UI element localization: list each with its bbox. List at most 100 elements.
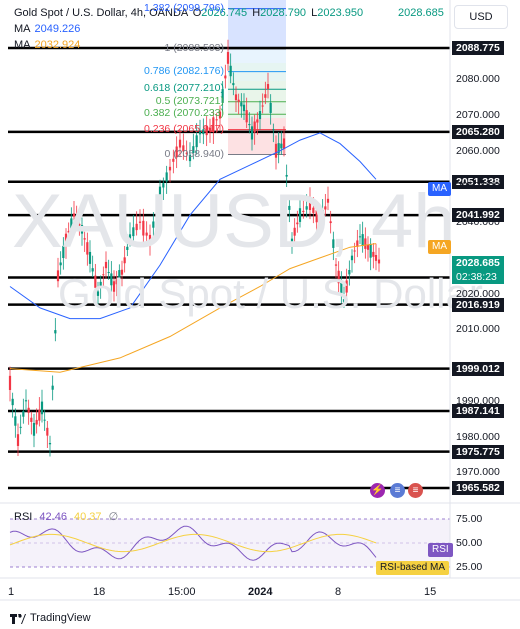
candle-body (302, 210, 305, 213)
candle-body (212, 117, 215, 132)
candle-body (337, 270, 340, 284)
candle-body (356, 240, 359, 247)
candle-body (258, 111, 262, 120)
candle-body (364, 238, 367, 249)
candle-body (22, 411, 25, 417)
candle-body (128, 234, 132, 239)
candle-body (264, 94, 267, 98)
candle-body (120, 269, 124, 275)
us-flag-icon[interactable]: ≡ (390, 483, 405, 498)
tradingview-brand: TradingView (30, 612, 91, 624)
low-label: L (311, 7, 318, 19)
candle-body (43, 419, 46, 421)
legend-symbol[interactable]: Gold Spot / U.S. Dollar, 4h, OANDA (14, 7, 188, 19)
us-flag-icon-2[interactable]: ≡ (408, 483, 423, 498)
candle-body (348, 270, 351, 275)
level-price-label: 2016.919 (452, 297, 504, 312)
price-scale-tick: 2020.000 (456, 287, 500, 300)
candle-body (86, 242, 89, 255)
price-scale-tick: 1990.000 (456, 394, 500, 407)
legend-symbol-row: Gold Spot / U.S. Dollar, 4h, OANDA O2026… (14, 7, 363, 19)
candle-body (104, 261, 108, 269)
candle-body (126, 246, 129, 250)
candle-body (14, 416, 17, 426)
candle-body (256, 119, 259, 123)
candle-body (266, 84, 270, 89)
candle-body (240, 102, 243, 107)
ma-orange-line (9, 243, 377, 373)
candle-body (250, 126, 254, 140)
legend-ma2-row[interactable]: MA 2032.924 (14, 39, 80, 51)
price-scale-tick: 2050.000 (456, 180, 500, 193)
close-value: 2028.685 (398, 7, 444, 19)
candle-body (135, 223, 138, 231)
fib-ratio: 1.382 (144, 1, 174, 14)
x-label-8: 8 (335, 586, 342, 598)
level-price-label: 2041.992 (452, 208, 504, 223)
candle-body (308, 198, 312, 210)
ma1-value: 2049.226 (34, 23, 81, 35)
fib-price: (2058.940) (173, 147, 224, 160)
candle-body (46, 427, 49, 436)
candle-body (277, 143, 280, 154)
candle-body (345, 280, 348, 293)
candle-body (78, 223, 81, 226)
candle-body (195, 135, 198, 148)
candle-body (269, 102, 272, 113)
candle-body (358, 236, 362, 238)
candle-body (248, 124, 251, 126)
fib-label: 0.382 (2070.233) (144, 107, 224, 119)
candle-body (112, 281, 116, 292)
legend-ma1-row[interactable]: MA 2049.226 (14, 23, 80, 35)
rsi-label: RSI (14, 511, 33, 523)
ma2-label: MA (14, 39, 31, 51)
candle-body (298, 208, 302, 222)
candle-body (94, 275, 97, 288)
fib-zone-382 (228, 81, 286, 118)
candle-body (221, 89, 224, 103)
lightning-icon[interactable]: ⚡ (370, 483, 385, 498)
price-scale-tick: 2060.000 (456, 144, 500, 157)
footer[interactable]: TradingView (10, 612, 91, 624)
rsi-ma-line (9, 533, 377, 553)
candle-body (234, 94, 238, 101)
rsi-legend[interactable]: RSI 42.46 40.37 ∅ (14, 510, 118, 523)
candle-body (123, 257, 126, 264)
candle-body (342, 299, 346, 303)
candle-body (62, 245, 65, 259)
countdown-label: 02:38:23 (452, 270, 504, 284)
candle-body (288, 205, 291, 210)
rsi-line (9, 525, 377, 561)
fib-price: (2073.721) (173, 94, 224, 107)
candle-body (8, 375, 12, 391)
candle-body (132, 227, 135, 237)
fib-label: 0.618 (2077.210) (144, 82, 224, 94)
candle-body (96, 291, 100, 296)
candle-body (198, 131, 202, 135)
candle-body (70, 218, 73, 229)
candle-body (59, 262, 62, 266)
fib-zone-786 (228, 47, 286, 63)
currency-button[interactable]: USD (454, 5, 508, 29)
candle-body (188, 154, 192, 162)
x-label-1500: 15:00 (168, 586, 196, 598)
candle-body (148, 234, 152, 246)
fib-ratio: 0 (164, 147, 174, 160)
candle-body (218, 111, 222, 119)
candle-body (83, 238, 86, 240)
candle-body (185, 152, 188, 154)
x-label-2024: 2024 (248, 586, 273, 598)
low-value: 2023.950 (317, 7, 364, 19)
candle-body (280, 143, 283, 149)
rsi-tag: RSI (428, 543, 453, 557)
candle-body (172, 158, 175, 162)
ma-blue-tag: MA (428, 182, 451, 196)
rsi-ma-tag: RSI-based MA (376, 561, 450, 575)
x-label-15: 15 (424, 586, 437, 598)
fib-ratio: 0.5 (155, 94, 174, 107)
candle-body (224, 75, 227, 79)
candle-body (366, 244, 370, 250)
candle-body (324, 206, 327, 210)
candle-body (315, 210, 318, 223)
